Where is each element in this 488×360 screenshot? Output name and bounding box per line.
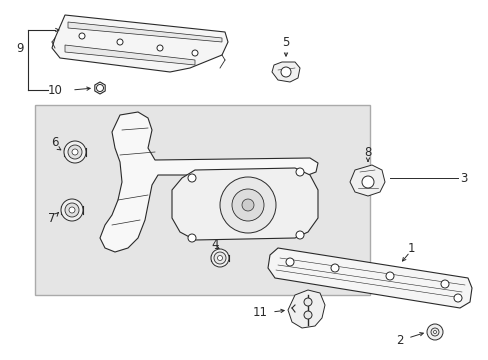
Circle shape <box>304 311 311 319</box>
Circle shape <box>117 39 123 45</box>
Circle shape <box>217 256 222 261</box>
Circle shape <box>157 45 163 51</box>
Text: 11: 11 <box>252 306 267 319</box>
Text: 6: 6 <box>51 135 59 148</box>
Text: 9: 9 <box>16 41 24 54</box>
Polygon shape <box>95 82 105 94</box>
Circle shape <box>68 145 82 159</box>
Polygon shape <box>349 165 384 196</box>
Circle shape <box>210 249 228 267</box>
Polygon shape <box>52 15 227 72</box>
Circle shape <box>295 231 304 239</box>
Circle shape <box>65 203 79 217</box>
Circle shape <box>304 298 311 306</box>
Circle shape <box>426 324 442 340</box>
Text: 8: 8 <box>364 145 371 158</box>
Polygon shape <box>68 22 222 42</box>
Text: 1: 1 <box>407 242 415 255</box>
Polygon shape <box>172 168 317 240</box>
Circle shape <box>192 50 198 56</box>
Text: 5: 5 <box>282 36 289 49</box>
Circle shape <box>285 258 293 266</box>
Text: 3: 3 <box>459 171 467 184</box>
Circle shape <box>430 328 438 336</box>
Circle shape <box>295 168 304 176</box>
Polygon shape <box>100 112 317 252</box>
Polygon shape <box>287 290 325 328</box>
Text: 7: 7 <box>48 211 56 225</box>
Circle shape <box>79 33 85 39</box>
Text: 2: 2 <box>396 333 403 346</box>
Circle shape <box>220 177 275 233</box>
Circle shape <box>440 280 448 288</box>
Circle shape <box>231 189 264 221</box>
Polygon shape <box>271 62 299 82</box>
Circle shape <box>214 252 225 264</box>
Text: 4: 4 <box>211 238 218 252</box>
Circle shape <box>281 67 290 77</box>
Circle shape <box>385 272 393 280</box>
Text: 10: 10 <box>48 84 63 96</box>
Circle shape <box>69 207 75 213</box>
Circle shape <box>330 264 338 272</box>
Polygon shape <box>267 248 471 308</box>
Circle shape <box>453 294 461 302</box>
Circle shape <box>361 176 373 188</box>
Polygon shape <box>65 45 195 65</box>
Circle shape <box>187 174 196 182</box>
Circle shape <box>72 149 78 155</box>
FancyBboxPatch shape <box>35 105 369 295</box>
Circle shape <box>433 330 436 333</box>
Circle shape <box>242 199 253 211</box>
Circle shape <box>64 141 86 163</box>
Circle shape <box>96 85 103 91</box>
Circle shape <box>187 234 196 242</box>
Circle shape <box>61 199 83 221</box>
